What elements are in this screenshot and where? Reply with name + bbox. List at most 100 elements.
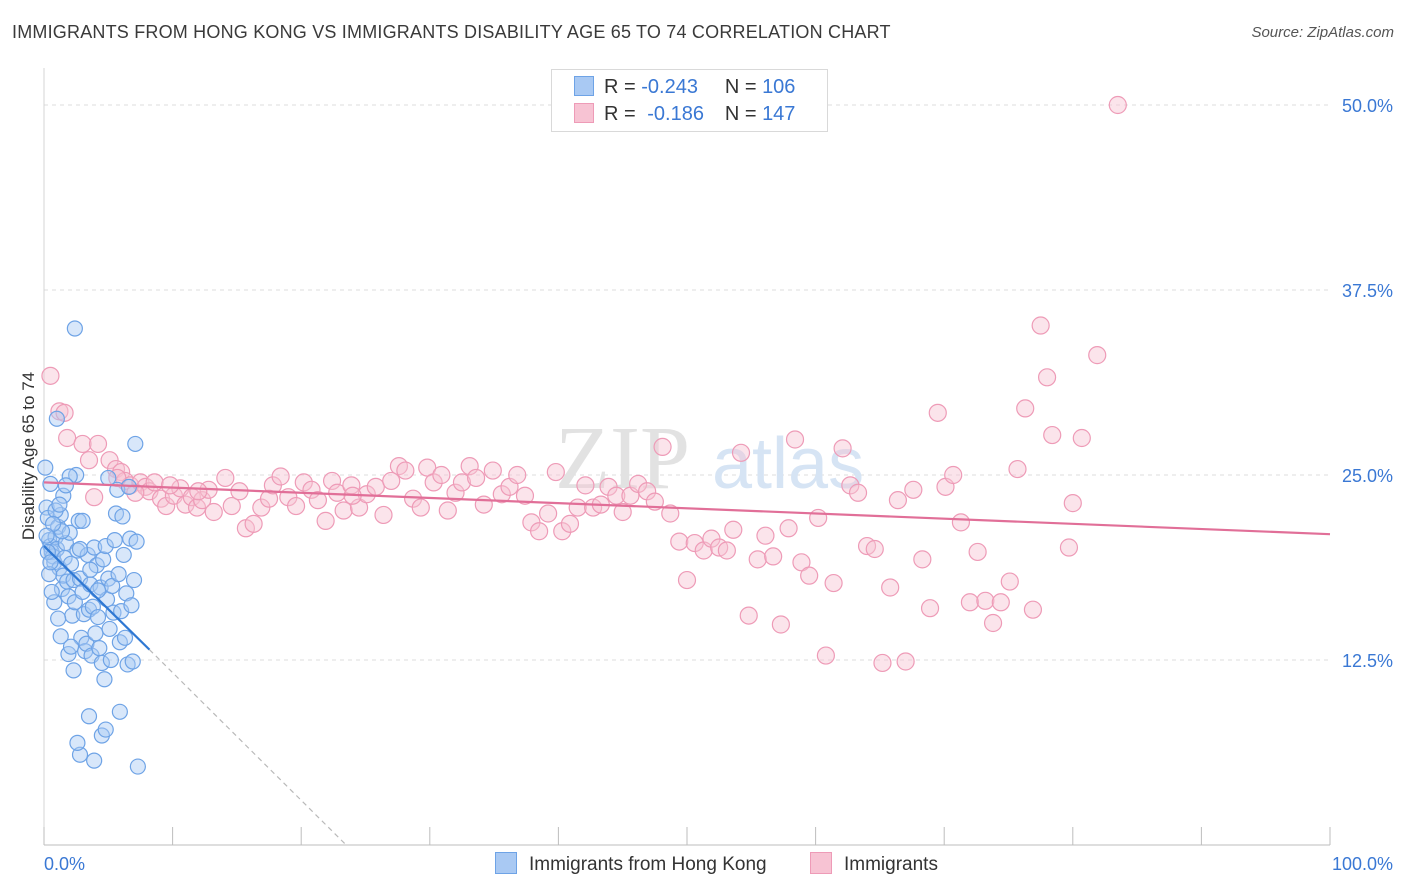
- legend-row-immigrants: R = -0.186 N = 147: [574, 103, 795, 127]
- point-immigrants: [653, 437, 672, 456]
- point-immigrants: [756, 526, 775, 545]
- legend-row-hong-kong: R = -0.243 N = 106: [574, 76, 795, 100]
- point-immigrants: [960, 593, 980, 612]
- y-tick-label: 12.5%: [1342, 651, 1393, 671]
- point-immigrants: [100, 451, 119, 470]
- source-credit: Source: ZipAtlas.com: [1251, 24, 1394, 41]
- legend-n-label: N =: [724, 76, 757, 98]
- trend-line-hong-kong-extension: [149, 649, 347, 846]
- point-immigrants: [951, 513, 971, 532]
- series-immigrants-points: [41, 95, 1127, 673]
- point-immigrants: [366, 477, 385, 496]
- point-immigrants: [334, 501, 353, 520]
- point-immigrants: [771, 615, 790, 634]
- point-hong-kong: [128, 533, 145, 550]
- point-immigrants: [79, 451, 99, 470]
- point-hong-kong: [111, 634, 128, 651]
- stats-legend: R = -0.243 N = 106 R = -0.186 N = 147: [551, 69, 828, 132]
- point-hong-kong: [57, 477, 74, 494]
- y-axis-tick-labels: 12.5% 25.0% 37.5% 50.0%: [1342, 96, 1393, 671]
- point-immigrants: [560, 514, 580, 533]
- point-immigrants: [833, 439, 852, 458]
- bottom-legend-immigrants[interactable]: Immigrants: [810, 852, 938, 876]
- point-immigrants: [779, 519, 798, 538]
- point-immigrants: [424, 473, 443, 492]
- point-hong-kong: [100, 570, 117, 587]
- bottom-legend-label: Immigrants from Hong Kong: [529, 854, 767, 875]
- point-immigrants: [216, 468, 235, 488]
- watermark: ZIP atlas: [555, 409, 864, 508]
- point-immigrants: [396, 461, 415, 480]
- series-hong-kong-points: [37, 320, 146, 775]
- legend-r-value: -0.186: [647, 103, 704, 125]
- point-immigrants: [607, 486, 626, 505]
- point-hong-kong: [37, 459, 54, 476]
- point-immigrants: [466, 468, 486, 488]
- bottom-legend-hong-kong[interactable]: Immigrants from Hong Kong: [495, 852, 767, 876]
- point-hong-kong: [74, 512, 91, 529]
- point-immigrants: [308, 491, 328, 510]
- point-immigrants: [724, 520, 743, 539]
- point-immigrants: [452, 473, 472, 492]
- point-hong-kong: [129, 758, 146, 775]
- point-hong-kong: [118, 585, 135, 602]
- point-hong-kong: [123, 597, 140, 614]
- point-immigrants: [824, 573, 843, 593]
- point-hong-kong: [114, 508, 131, 525]
- point-immigrants: [1008, 459, 1027, 479]
- point-hong-kong: [125, 571, 143, 589]
- point-immigrants: [294, 473, 313, 492]
- bottom-legend-label: Immigrants: [844, 854, 938, 875]
- bottom-legend-swatch-blue: [495, 852, 517, 874]
- point-hong-kong: [52, 628, 69, 645]
- point-immigrants: [983, 613, 1003, 633]
- point-hong-kong: [91, 640, 108, 657]
- point-hong-kong: [55, 487, 72, 504]
- point-hong-kong: [70, 512, 87, 529]
- point-immigrants: [888, 491, 908, 510]
- point-immigrants: [88, 434, 108, 454]
- point-hong-kong: [71, 746, 89, 763]
- point-immigrants: [785, 430, 805, 449]
- point-immigrants: [913, 550, 932, 569]
- point-immigrants: [731, 443, 751, 462]
- point-immigrants: [661, 504, 680, 523]
- point-immigrants: [881, 578, 900, 597]
- point-immigrants: [816, 646, 835, 665]
- point-hong-kong: [87, 625, 104, 642]
- point-immigrants: [717, 541, 736, 560]
- point-immigrants: [968, 542, 987, 562]
- legend-swatch-blue: [574, 76, 594, 96]
- point-hong-kong: [62, 638, 80, 655]
- chart-title: IMMIGRANTS FROM HONG KONG VS IMMIGRANTS …: [12, 22, 891, 42]
- point-immigrants: [553, 522, 572, 541]
- point-hong-kong: [39, 543, 56, 561]
- point-hong-kong: [69, 542, 86, 559]
- point-hong-kong: [71, 540, 89, 558]
- point-immigrants: [530, 522, 549, 541]
- x-axis-ticks: [43, 827, 1331, 845]
- point-immigrants: [928, 403, 947, 422]
- point-hong-kong: [68, 466, 85, 484]
- point-immigrants: [841, 476, 860, 495]
- point-hong-kong: [111, 703, 128, 720]
- point-immigrants: [677, 570, 697, 590]
- legend-r-label: R =: [604, 76, 636, 98]
- x-tick-label-max: 100.0%: [1332, 854, 1393, 874]
- point-immigrants: [189, 482, 208, 501]
- point-hong-kong: [100, 469, 117, 487]
- point-immigrants: [904, 480, 923, 499]
- point-hong-kong: [110, 566, 127, 583]
- point-immigrants: [576, 476, 595, 495]
- point-immigrants: [382, 471, 401, 491]
- point-immigrants: [145, 473, 164, 492]
- point-immigrants: [920, 599, 940, 618]
- point-hong-kong: [95, 551, 112, 568]
- point-immigrants: [222, 496, 241, 516]
- point-immigrants: [55, 403, 74, 422]
- point-immigrants: [483, 461, 502, 480]
- bottom-legend-swatch-pink: [810, 852, 832, 874]
- legend-n-value: 106: [762, 76, 796, 98]
- y-tick-label: 25.0%: [1342, 466, 1393, 486]
- point-hong-kong: [42, 554, 59, 571]
